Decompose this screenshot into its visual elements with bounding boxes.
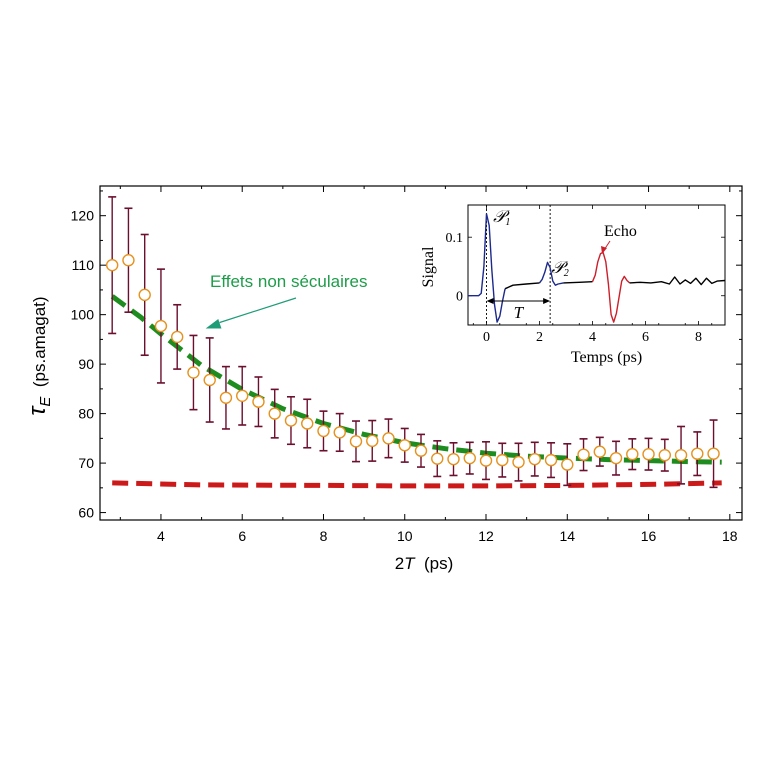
inset-signal-tail — [629, 276, 726, 286]
inset-signal-p2 — [538, 261, 564, 286]
data-point — [268, 407, 281, 420]
annotation-arrow-line — [219, 297, 297, 324]
red-dashed-secular-line — [112, 480, 722, 489]
x-tick-label: 4 — [157, 528, 165, 544]
y-tick-label: 110 — [72, 257, 95, 273]
y-tick-label: 60 — [78, 505, 94, 521]
data-point — [544, 453, 558, 467]
plot-frame — [99, 185, 743, 521]
x-tick-label: 8 — [320, 528, 328, 544]
inset-label-t: T — [514, 303, 525, 322]
data-point — [496, 453, 509, 467]
inset-x-tick-label: 4 — [589, 330, 596, 345]
data-point — [431, 452, 444, 465]
data-point — [105, 258, 119, 272]
annotation-arrowhead — [205, 318, 222, 329]
data-point — [171, 330, 184, 344]
x-tick-label: 16 — [641, 528, 657, 544]
data-point — [626, 447, 639, 461]
y-tick-label: 100 — [71, 307, 95, 323]
data-point — [609, 451, 623, 465]
data-point — [593, 445, 606, 458]
data-point — [414, 444, 428, 457]
inset-x-tick-label: 0 — [483, 330, 490, 345]
data-point — [447, 452, 460, 466]
data-point — [301, 417, 314, 430]
data-point — [528, 452, 541, 466]
data-point — [203, 373, 216, 387]
data-point — [382, 432, 395, 445]
inset-y-axis-title: Signal — [420, 246, 437, 287]
inset-x-tick-label: 8 — [695, 330, 702, 345]
data-point — [479, 454, 493, 467]
data-point — [366, 434, 379, 448]
data-point — [349, 435, 363, 448]
y-tick-label: 70 — [78, 455, 94, 471]
inset-echo-arrowhead — [601, 246, 607, 254]
data-point — [138, 288, 151, 302]
y-axis-title: τE (ps.amagat) — [24, 296, 54, 415]
annotation-label: Effets non séculaires — [210, 272, 368, 291]
data-point — [317, 424, 330, 438]
inset-signal-p1 — [468, 213, 506, 323]
data-point — [236, 389, 249, 403]
inset-t-arrowhead-left — [486, 298, 494, 304]
y-tick-label: 90 — [78, 356, 94, 372]
data-point — [187, 366, 200, 379]
y-tick-label: 120 — [71, 208, 95, 224]
inset-t-arrowhead-right — [543, 298, 551, 304]
x-tick-label: 12 — [478, 528, 494, 544]
x-tick-label: 18 — [722, 528, 738, 544]
inset-y-tick-label: 0 — [456, 290, 463, 305]
data-point — [691, 447, 704, 460]
inset-x-tick-label: 2 — [536, 330, 543, 345]
data-point — [512, 455, 525, 469]
inset-y-tick-label: 0.1 — [446, 231, 464, 246]
inset-signal-echo — [591, 251, 631, 323]
data-point — [284, 414, 298, 427]
data-point — [561, 458, 574, 471]
data-point — [674, 448, 688, 462]
inset-label-echo: Echo — [604, 223, 637, 240]
data-point — [463, 451, 476, 465]
data-point — [658, 448, 671, 462]
inset-x-tick-label: 6 — [642, 330, 649, 345]
data-point — [219, 391, 233, 404]
x-tick-label: 6 — [238, 528, 246, 544]
data-point — [707, 447, 720, 460]
x-tick-label: 14 — [559, 528, 575, 544]
x-tick-label: 10 — [397, 528, 413, 544]
data-point — [252, 395, 265, 408]
y-tick-label: 80 — [78, 406, 94, 422]
data-point — [122, 254, 135, 267]
data-point — [642, 447, 655, 461]
inset-x-axis-title: Temps (ps) — [571, 349, 642, 366]
inset-signal-flat — [504, 282, 540, 290]
data-point — [398, 439, 411, 452]
inset-signal-flat — [563, 281, 593, 284]
x-axis-title: 2T (ps) — [395, 554, 454, 573]
data-point — [154, 319, 168, 333]
data-point — [577, 448, 590, 461]
data-point — [333, 426, 346, 439]
